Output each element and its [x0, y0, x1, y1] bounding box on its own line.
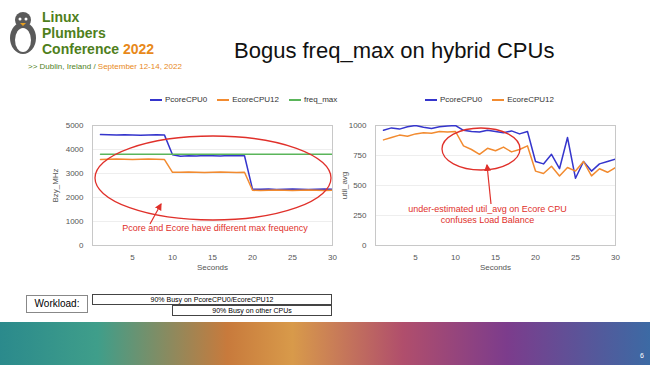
svg-text:Seconds: Seconds: [197, 263, 228, 272]
html-text:confuses Load Balance: confuses Load Balance: [440, 215, 535, 225]
html-text:Bogus freq_max on hybrid CPUs: Bogus freq_max on hybrid CPUs: [234, 38, 555, 63]
html-text:Linux: Linux: [42, 9, 80, 25]
svg-text:5: 5: [130, 253, 135, 262]
svg-text:5: 5: [413, 253, 418, 262]
html-text:90% Busy on other CPUs: 90% Busy on other CPUs: [212, 307, 292, 314]
html-text:Pcore and Ecore have different: Pcore and Ecore have different max frequ…: [122, 223, 308, 233]
svg-text:15: 15: [491, 253, 500, 262]
svg-text:10: 10: [451, 253, 460, 262]
svg-text:30: 30: [611, 253, 620, 262]
svg-text:25: 25: [571, 253, 580, 262]
html-text:Conference 2022: Conference 2022: [42, 41, 155, 57]
svg-text:5000: 5000: [66, 121, 84, 130]
html-text:under-estimated util_avg on Ec: under-estimated util_avg on Ecore CPU: [408, 204, 567, 214]
html-text:Plumbers: Plumbers: [42, 25, 106, 41]
svg-text:2000: 2000: [66, 193, 84, 202]
svg-text:Seconds: Seconds: [480, 263, 511, 272]
svg-text:250: 250: [353, 211, 367, 220]
html-text:6: 6: [640, 352, 644, 359]
svg-text:3000: 3000: [66, 169, 84, 178]
svg-text:0: 0: [362, 241, 367, 250]
html-text:PcoreCPU0: PcoreCPU0: [165, 95, 208, 104]
svg-text:30: 30: [328, 253, 337, 262]
svg-text:1000: 1000: [349, 121, 367, 130]
html-text:EcoreCPU12: EcoreCPU12: [507, 95, 554, 104]
html-text:>> Dublin, Ireland / September: >> Dublin, Ireland / September 12-14, 20…: [28, 62, 182, 71]
svg-text:Bzy_MHz: Bzy_MHz: [51, 168, 60, 202]
html-text:EcoreCPU12: EcoreCPU12: [232, 95, 279, 104]
svg-text:4000: 4000: [66, 145, 84, 154]
svg-text:0: 0: [79, 241, 84, 250]
html-text:Workload:: Workload:: [34, 298, 80, 309]
html-text:freq_max: freq_max: [303, 95, 338, 104]
html-text:PcoreCPU0: PcoreCPU0: [440, 95, 483, 104]
svg-text:20: 20: [531, 253, 540, 262]
svg-text:util_avg: util_avg: [340, 172, 349, 200]
svg-text:750: 750: [353, 151, 367, 160]
svg-text:20: 20: [248, 253, 257, 262]
html-text:90% Busy on PcoreCPU0/EcoreCPU: 90% Busy on PcoreCPU0/EcoreCPU12: [150, 296, 274, 303]
svg-text:15: 15: [208, 253, 217, 262]
svg-text:500: 500: [353, 181, 367, 190]
svg-text:1000: 1000: [66, 217, 84, 226]
svg-text:10: 10: [168, 253, 177, 262]
svg-text:25: 25: [288, 253, 297, 262]
